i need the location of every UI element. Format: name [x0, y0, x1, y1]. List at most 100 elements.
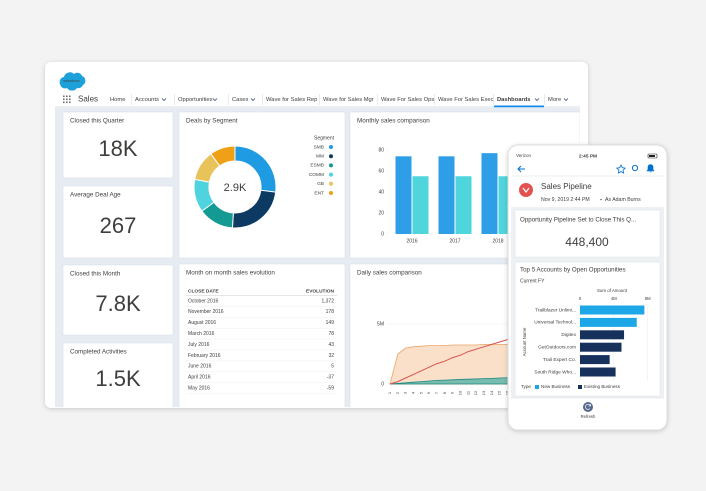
refresh-label[interactable]: Refresh [581, 414, 596, 419]
card [62, 342, 174, 407]
x-tick-label: 3 [403, 391, 408, 394]
tab-menu-chevron[interactable] [212, 98, 218, 101]
table-cell: 43 [328, 342, 334, 348]
chart-subtitle: Current FY [520, 278, 545, 284]
x-tick-label: 8 [442, 391, 447, 394]
kpi-title: Opportunity Pipeline Set to Close This Q… [520, 217, 636, 224]
x-tick-label: 13 [481, 390, 486, 395]
column-header: CLOSE DATE [188, 288, 219, 294]
app-launcher-dot[interactable] [69, 101, 71, 104]
refresh-glyph [585, 403, 591, 410]
app-launcher-dot[interactable] [66, 101, 68, 104]
x-tick-label: 10 [457, 390, 462, 395]
y-tick-label: 0 [381, 231, 384, 237]
app-launcher-dot[interactable] [63, 95, 65, 98]
app-name[interactable]: Sales [78, 95, 98, 104]
bar [412, 176, 429, 234]
search-button[interactable] [631, 164, 639, 172]
nav-tab[interactable]: Wave for Sales Rep [266, 97, 317, 103]
app-launcher-dot[interactable] [66, 98, 68, 101]
y-axis-label: Account Name [522, 327, 527, 356]
legend-label: GB [317, 181, 324, 187]
battery-level [649, 155, 655, 157]
metric-title: Completed Activities [70, 349, 127, 356]
tab-menu-chevron[interactable] [563, 98, 569, 101]
active-tab-indicator [494, 105, 544, 108]
x-tick-label: 4 [411, 391, 416, 394]
tab-menu-chevron[interactable] [161, 98, 167, 101]
logo-cloud [59, 72, 86, 91]
x-tick-label: 4M [611, 296, 617, 301]
nav-tab[interactable]: Opportunities [178, 97, 213, 103]
tab-menu-chevron[interactable] [250, 98, 256, 101]
card [62, 264, 174, 336]
back-button[interactable] [517, 165, 525, 173]
legend-swatch [329, 154, 333, 159]
metric-value: 18K [98, 136, 137, 161]
legend-swatch [535, 385, 539, 389]
metric-title: Closed this Month [70, 271, 121, 278]
x-tick-label: 2 [395, 391, 400, 394]
bar [481, 153, 498, 234]
x-tick-label: 14 [489, 390, 494, 395]
x-tick-label: 12 [473, 390, 478, 395]
table-cell: 178 [326, 309, 335, 315]
bar [455, 176, 472, 234]
app-launcher-dot[interactable] [69, 95, 71, 98]
app-launcher-dot[interactable] [69, 98, 71, 101]
legend-swatch [329, 181, 333, 186]
table-cell: 5 [331, 364, 334, 370]
battery [647, 153, 658, 159]
table-cell: 149 [326, 320, 335, 326]
category-label: Trail Expert Co. [543, 357, 576, 363]
carrier: Verizon [516, 153, 532, 158]
legend-swatch [578, 385, 582, 389]
x-tick-label: 11 [465, 390, 470, 395]
refresh-icon[interactable] [583, 402, 593, 412]
nav-tab[interactable]: Home [110, 97, 125, 103]
bar [580, 355, 610, 365]
x-tick-label: 5 [418, 391, 423, 394]
app-launcher-dot[interactable] [63, 101, 65, 104]
metric-value: 7.8K [95, 291, 141, 316]
x-tick-label: 8M [645, 296, 651, 301]
nav-tab[interactable]: Cases [232, 97, 249, 103]
column-header: EVOLUTION [306, 288, 335, 294]
x-tick-label: 9 [450, 391, 455, 394]
y-tick-label: 80 [378, 147, 384, 153]
legend-label: COMM [309, 172, 324, 178]
tab-menu-chevron[interactable] [534, 98, 540, 101]
nav-tab[interactable]: Wave For Sales Ops [381, 97, 434, 103]
y-tick-label: 60 [378, 168, 384, 174]
meta-separator [600, 198, 602, 201]
y-tick-label: 0 [381, 381, 384, 387]
x-tick-label: 7 [434, 391, 439, 394]
nav-tab[interactable]: Dashboards [497, 97, 531, 103]
category-label: Trailblazer Unlimi... [535, 307, 576, 313]
nav-tab[interactable]: More [548, 97, 561, 103]
app-launcher-dot[interactable] [66, 95, 68, 98]
y-tick-label: 20 [378, 210, 384, 216]
card [62, 185, 174, 259]
legend-label: SMB [314, 144, 324, 150]
table-cell: July 2016 [188, 342, 210, 348]
app-header: salesforce Sales Home Accounts Opportunities… [55, 72, 580, 108]
bar [580, 367, 616, 377]
notifications-button[interactable] [646, 164, 655, 173]
nav-tab[interactable]: Wave For Sales Exec [438, 97, 494, 103]
donut-center-label: 2.9K [224, 182, 247, 194]
metric-value: 1.5K [95, 366, 141, 391]
app-launcher-dot[interactable] [63, 98, 65, 101]
metric-title: Closed this Quarter [70, 118, 124, 125]
card [178, 263, 346, 407]
x-tick-label: 2017 [449, 238, 460, 244]
report-icon-glyph [522, 187, 530, 193]
kpi-value: 448,400 [565, 235, 609, 249]
nav-tab[interactable]: Accounts [135, 97, 159, 103]
category-label: Universal Technol... [534, 320, 576, 326]
x-tick-label: 2016 [406, 238, 417, 244]
favorite-button[interactable] [615, 164, 627, 174]
bar [438, 156, 455, 234]
nav-tab[interactable]: Wave for Sales Mgr [323, 97, 374, 103]
